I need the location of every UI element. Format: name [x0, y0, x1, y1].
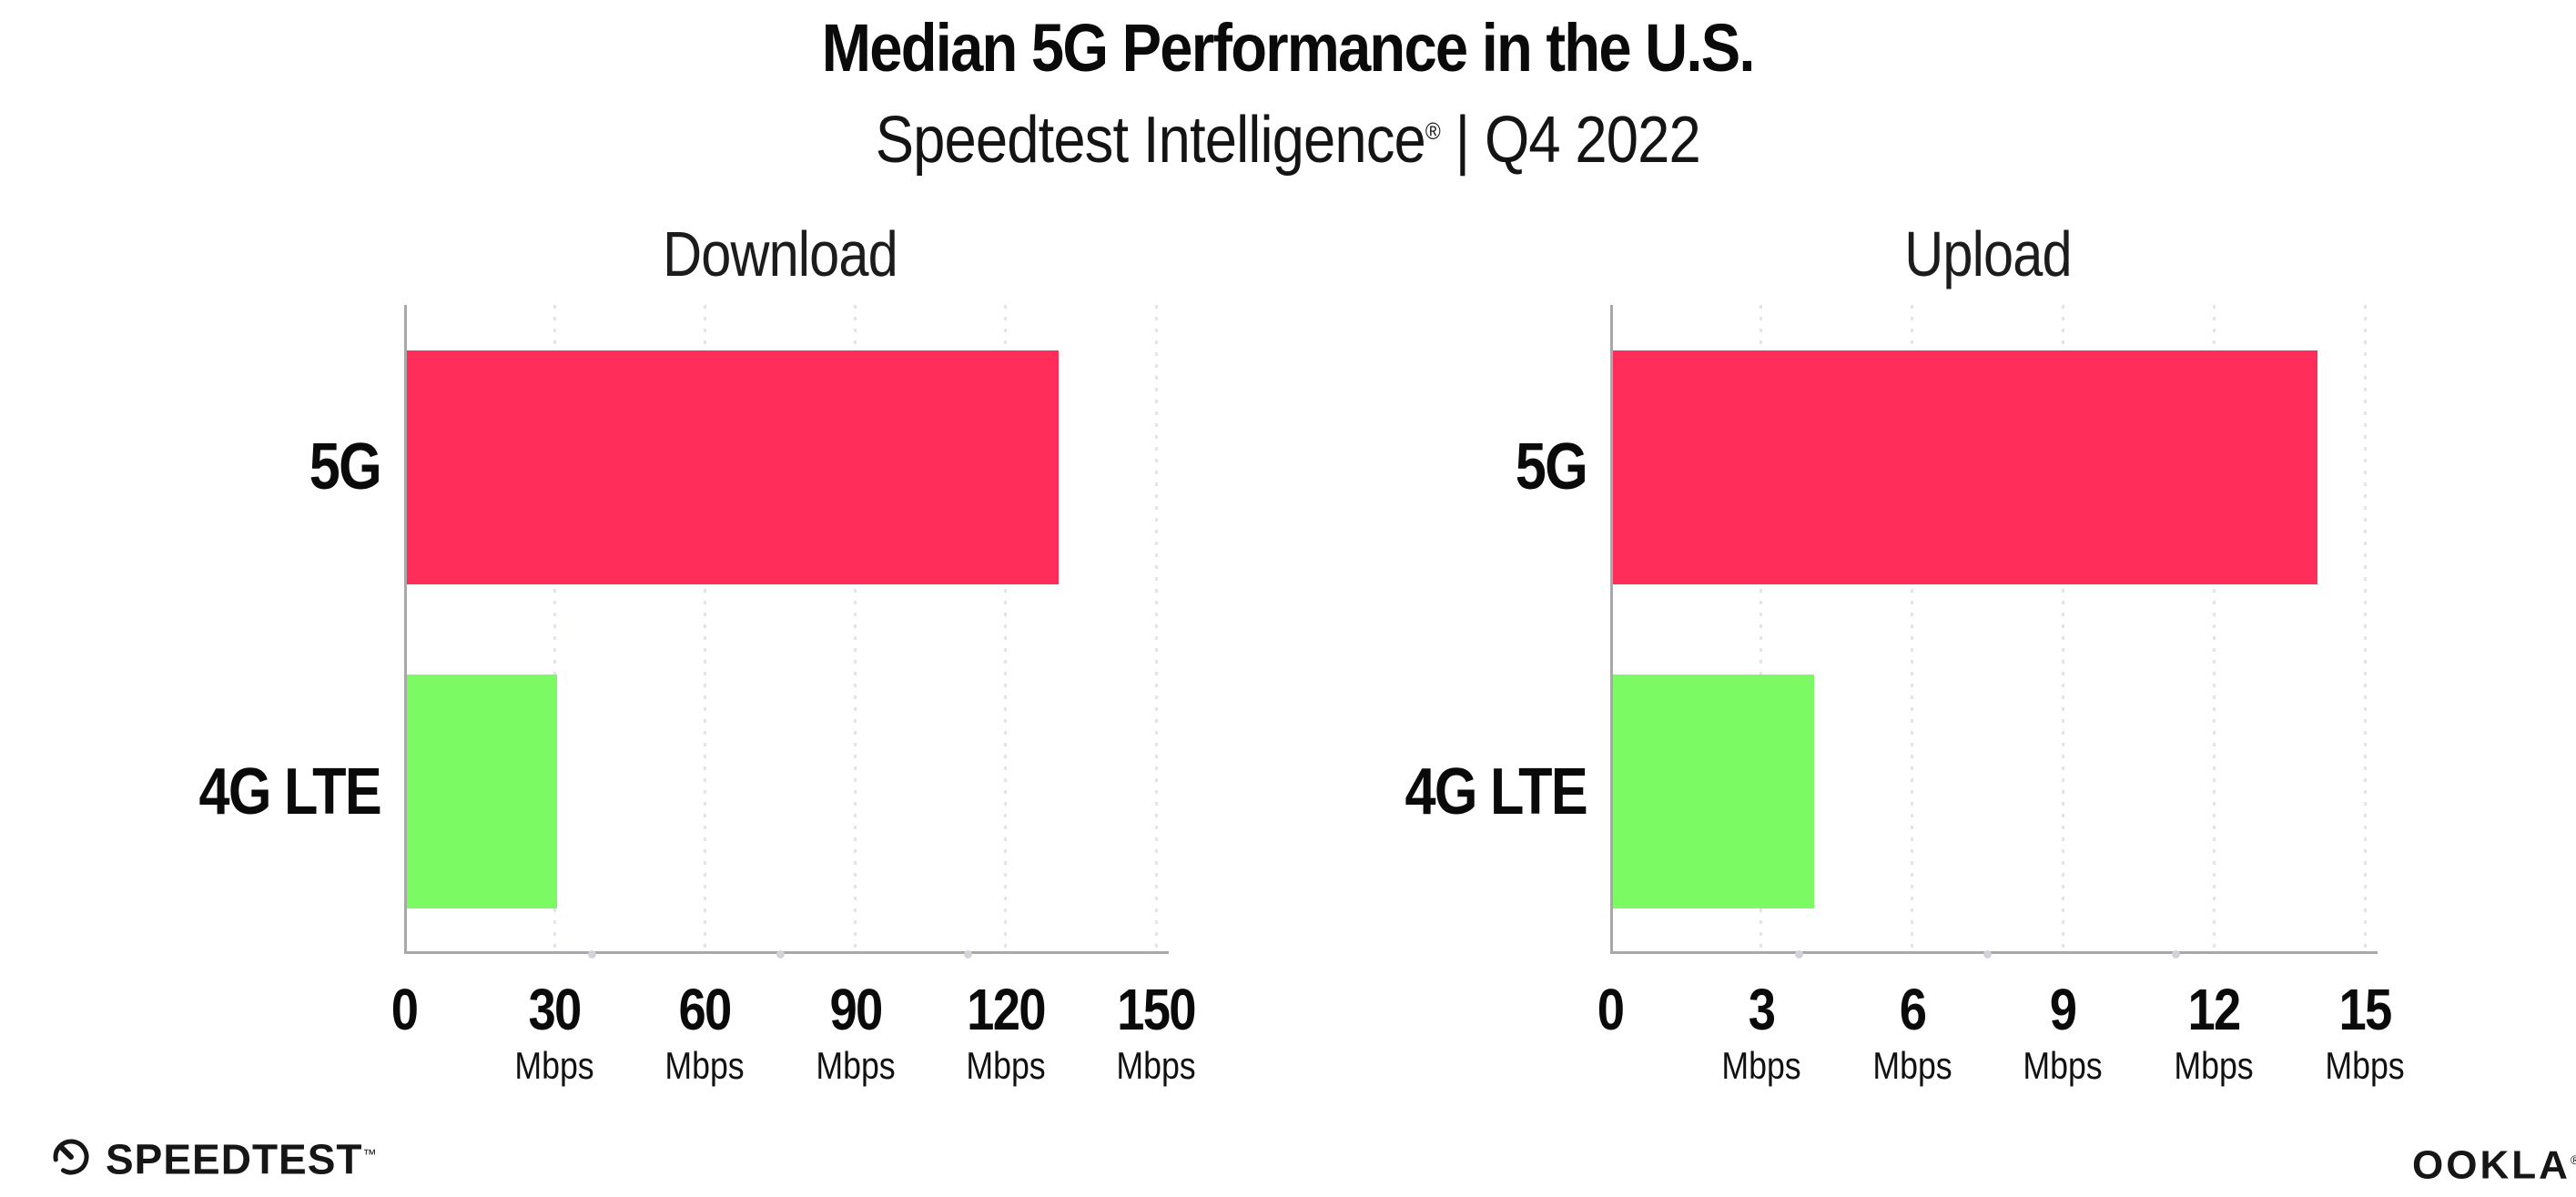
download-chart: Download 0 30 Mbps 60 Mbps 90 Mbps 120 Mbps 150 Mb… [199, 221, 1197, 1087]
gridline-30 [553, 305, 556, 954]
gridline-150 [1154, 305, 1158, 954]
tick-unit: Mbps [664, 1044, 745, 1087]
subtitle-separator: | [1455, 104, 1470, 177]
tick-number: 15 [2338, 977, 2392, 1042]
tick-number: 150 [1117, 977, 1196, 1042]
header: Median 5G Performance in the U.S. [0, 13, 2576, 84]
speedtest-gauge-icon [53, 1139, 89, 1175]
subtitle-brand: Speedtest Intelligence [875, 104, 1426, 177]
tick-number: 12 [2187, 977, 2242, 1042]
axis-minor-tick [1983, 950, 1992, 959]
speedtest-label: SPEEDTEST [106, 1135, 363, 1183]
x-tick-30: 30 Mbps [470, 979, 640, 1089]
tick-unit: Mbps [2023, 1044, 2104, 1087]
tick-unit: Mbps [815, 1044, 896, 1087]
tick-number: 30 [528, 977, 583, 1042]
gridline-120 [1004, 305, 1008, 954]
ookla-wordmark: OOKLA [2412, 1142, 2571, 1188]
bar-4g-lte [407, 675, 558, 909]
tick-number: 120 [966, 977, 1046, 1042]
gridline-3 [1760, 305, 1763, 954]
x-tick-60: 60 Mbps [620, 979, 790, 1089]
subtitle-text: Speedtest Intelligence® | Q4 2022 [875, 95, 1701, 177]
bar-5g [407, 350, 1059, 584]
x-tick-0: 0 [1526, 979, 1696, 1040]
gridline-6 [1911, 305, 1914, 954]
x-tick-3: 3 Mbps [1676, 979, 1846, 1089]
registered-symbol: ® [1425, 117, 1441, 145]
tick-unit: Mbps [1871, 1044, 1952, 1087]
x-tick-15: 15 Mbps [2280, 979, 2450, 1089]
tick-number: 3 [1748, 977, 1776, 1042]
tick-number: 0 [1597, 977, 1625, 1042]
plot-area: 0 3 Mbps 6 Mbps 9 Mbps 12 Mbps 15 Mbps [1597, 305, 2405, 1087]
gridline-15 [2363, 305, 2367, 954]
speedtest-logo: SPEEDTEST™ [49, 1132, 378, 1182]
axis-minor-tick [2172, 950, 2181, 959]
x-tick-120: 120 Mbps [920, 979, 1090, 1089]
subtitle-period: Q4 2022 [1485, 104, 1701, 177]
upload-chart: Upload 0 3 Mbps 6 Mbps 9 Mbps 12 Mbps 15 Mbps 5G 4G… [1405, 221, 2405, 1087]
x-tick-9: 9 Mbps [1978, 979, 2148, 1089]
ookla-logo: OOKLA® [2412, 1138, 2576, 1188]
x-tick-12: 12 Mbps [2129, 979, 2299, 1089]
x-tick-6: 6 Mbps [1827, 979, 1997, 1089]
tick-unit: Mbps [2174, 1044, 2254, 1087]
gridline-90 [854, 305, 857, 954]
tick-number: 6 [1899, 977, 1926, 1042]
gridline-12 [2212, 305, 2216, 954]
axis-minor-tick [964, 950, 972, 959]
y-axis [404, 305, 407, 954]
x-tick-90: 90 Mbps [770, 979, 940, 1089]
plot-area: 0 30 Mbps 60 Mbps 90 Mbps 120 Mbps 150 Mbps [391, 305, 1197, 1087]
tick-unit: Mbps [966, 1044, 1046, 1087]
category-label-4g-lte: 4G LTE [1405, 755, 1588, 828]
tick-number: 9 [2050, 977, 2077, 1042]
tick-unit: Mbps [1721, 1044, 1801, 1087]
tick-unit: Mbps [2325, 1044, 2405, 1087]
x-tick-150: 150 Mbps [1071, 979, 1242, 1089]
speedtest-wordmark: SPEEDTEST™ [106, 1132, 378, 1182]
chart-title-download: Download [663, 218, 898, 289]
page-title: Median 5G Performance in the U.S. [822, 10, 1756, 86]
tick-unit: Mbps [514, 1044, 594, 1087]
tick-number: 90 [829, 977, 883, 1042]
axis-minor-tick [588, 950, 596, 959]
bar-4g-lte [1613, 675, 1815, 909]
category-label-5g: 5G [1515, 431, 1588, 504]
gridline-9 [2061, 305, 2064, 954]
axis-minor-tick [1794, 950, 1803, 959]
category-label-5g: 5G [309, 431, 382, 504]
subtitle: Speedtest Intelligence® | Q4 2022 [0, 95, 2576, 177]
tick-number: 60 [678, 977, 733, 1042]
x-tick-0: 0 [319, 979, 490, 1040]
x-axis [404, 951, 1169, 954]
tick-unit: Mbps [1116, 1044, 1196, 1087]
bar-5g [1613, 350, 2317, 584]
axis-minor-tick [776, 950, 785, 959]
tick-number: 0 [390, 977, 419, 1042]
trademark-symbol: ™ [362, 1147, 378, 1162]
x-axis [1610, 951, 2378, 954]
ookla-registered-symbol: ® [2571, 1152, 2576, 1167]
gridline-60 [703, 305, 706, 954]
y-axis [1610, 305, 1613, 954]
category-label-4g-lte: 4G LTE [198, 755, 382, 828]
chart-title-upload: Upload [1903, 218, 2072, 289]
